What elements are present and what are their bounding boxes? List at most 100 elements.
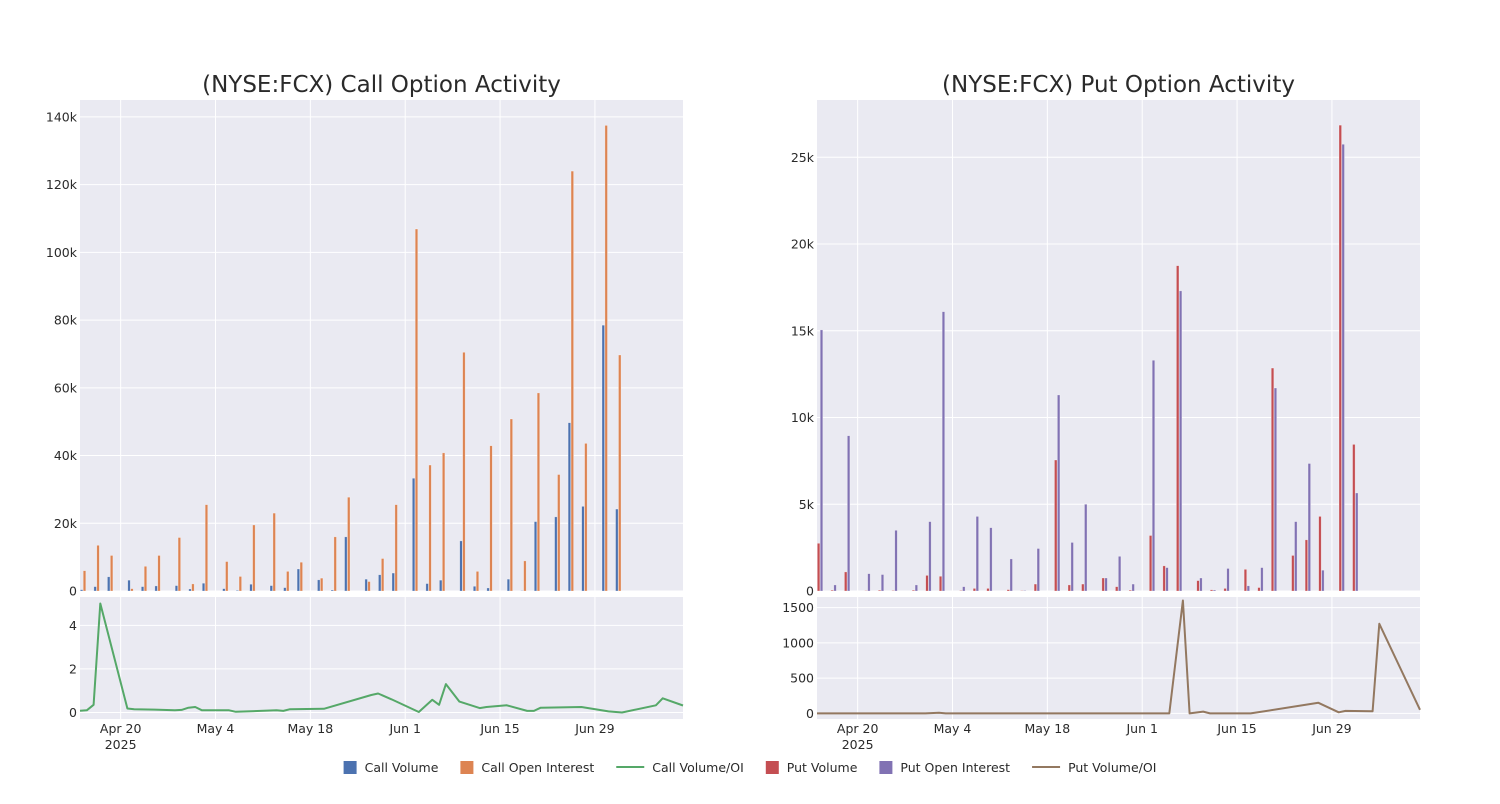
x-tick-label: Jun 29 xyxy=(1311,721,1351,736)
bar-call-volume xyxy=(602,325,605,591)
bar-put-open-interest xyxy=(942,312,945,591)
bar-call-volume xyxy=(223,589,226,591)
bar-put-volume xyxy=(1210,590,1213,591)
bar-put-open-interest xyxy=(976,516,979,591)
bar-call-open-interest xyxy=(334,537,337,591)
bar-call-volume xyxy=(365,579,368,591)
y-tick-label: 5k xyxy=(799,497,815,512)
x-tick-label: Apr 20 xyxy=(837,721,879,736)
bar-call-open-interest xyxy=(144,566,147,591)
bar-put-volume xyxy=(831,590,834,591)
bar-put-open-interest xyxy=(1261,568,1264,591)
bar-put-open-interest xyxy=(1010,559,1013,591)
x-tick-label: May 4 xyxy=(934,721,972,736)
bar-put-open-interest xyxy=(895,530,898,591)
x-year-label: 2025 xyxy=(105,737,137,752)
bar-put-open-interest xyxy=(1057,395,1060,591)
sub-y-tick-label: 2 xyxy=(69,661,77,676)
y-tick-label: 80k xyxy=(54,313,78,328)
bar-put-volume xyxy=(973,588,976,591)
bar-put-volume xyxy=(1102,578,1105,591)
bar-put-volume xyxy=(1224,588,1227,591)
legend-swatch-put-volume xyxy=(766,761,779,774)
y-tick-label: 100k xyxy=(46,245,78,260)
y-tick-label: 0 xyxy=(69,584,77,599)
sub-y-tick-label: 0 xyxy=(806,706,814,721)
bar-call-volume xyxy=(128,580,131,591)
legend-label-put-volume: Put Volume xyxy=(787,760,858,775)
bar-call-open-interest xyxy=(273,513,276,591)
bar-put-volume xyxy=(1068,585,1071,591)
bar-call-open-interest xyxy=(347,497,350,591)
bar-put-open-interest xyxy=(1247,586,1250,591)
bar-call-open-interest xyxy=(286,571,289,591)
bar-put-volume xyxy=(1244,569,1247,591)
legend-label-call-open-interest: Call Open Interest xyxy=(481,760,594,775)
x-year-label: 2025 xyxy=(842,737,874,752)
bar-call-volume xyxy=(426,584,429,591)
legend-label-call-volume-oi: Call Volume/OI xyxy=(652,760,744,775)
bar-call-open-interest xyxy=(97,545,100,591)
bar-call-open-interest xyxy=(395,505,398,591)
x-tick-label: Jun 1 xyxy=(388,721,420,736)
x-tick-label: May 18 xyxy=(287,721,333,736)
bar-put-open-interest xyxy=(881,575,884,591)
bar-call-open-interest xyxy=(571,171,574,591)
chart-title: (NYSE:FCX) Call Option Activity xyxy=(202,72,561,98)
bar-put-volume xyxy=(1115,587,1118,591)
bar-call-open-interest xyxy=(510,419,513,591)
bar-call-volume xyxy=(297,569,300,591)
bar-put-volume xyxy=(1007,590,1010,591)
bar-put-volume xyxy=(926,575,929,591)
bar-call-open-interest xyxy=(368,582,371,591)
y-tick-label: 140k xyxy=(46,109,78,124)
bar-call-open-interest xyxy=(442,453,445,591)
bar-put-volume xyxy=(1271,368,1274,591)
bar-put-open-interest xyxy=(1132,584,1135,591)
bar-put-open-interest xyxy=(1023,590,1026,591)
bar-put-open-interest xyxy=(1355,493,1358,591)
bar-call-volume xyxy=(582,506,585,591)
legend-label-put-open-interest: Put Open Interest xyxy=(900,760,1010,775)
bar-call-volume xyxy=(378,575,381,591)
bar-put-open-interest xyxy=(1322,570,1325,591)
bar-put-open-interest xyxy=(1037,548,1040,591)
bar-call-open-interest xyxy=(253,525,256,591)
bar-call-volume xyxy=(392,573,395,591)
bar-put-volume xyxy=(1258,588,1261,591)
sub-y-tick-label: 500 xyxy=(790,671,814,686)
bar-call-open-interest xyxy=(131,589,134,591)
legend-swatch-call-open-interest xyxy=(460,761,473,774)
y-tick-label: 40k xyxy=(54,448,78,463)
bar-call-open-interest xyxy=(605,125,608,591)
bar-put-open-interest xyxy=(1179,291,1182,591)
sub-y-tick-label: 1000 xyxy=(782,635,814,650)
bar-call-volume xyxy=(555,517,558,591)
bar-call-open-interest xyxy=(524,561,527,591)
bar-call-open-interest xyxy=(490,446,493,591)
bar-call-volume xyxy=(473,586,476,591)
bar-put-open-interest xyxy=(1084,504,1087,591)
y-tick-label: 60k xyxy=(54,380,78,395)
bar-call-open-interest xyxy=(205,505,208,591)
bar-call-open-interest xyxy=(300,562,303,591)
bar-call-volume xyxy=(507,579,510,591)
bar-put-open-interest xyxy=(1166,568,1169,591)
y-tick-label: 10k xyxy=(791,410,815,425)
x-tick-label: Jun 1 xyxy=(1125,721,1157,736)
bar-put-volume xyxy=(1319,516,1322,591)
bar-put-volume xyxy=(960,590,963,591)
bar-call-open-interest xyxy=(476,571,479,591)
bar-put-volume xyxy=(1034,584,1037,591)
bar-put-volume xyxy=(1305,540,1308,591)
bar-put-volume xyxy=(844,572,847,591)
main-plot-background xyxy=(817,100,1420,591)
bar-call-volume xyxy=(236,590,239,591)
bar-call-volume xyxy=(439,580,442,591)
bar-call-volume xyxy=(331,590,334,591)
bar-put-open-interest xyxy=(1213,590,1216,591)
main-plot-background xyxy=(80,100,683,591)
bar-call-volume xyxy=(345,537,348,591)
